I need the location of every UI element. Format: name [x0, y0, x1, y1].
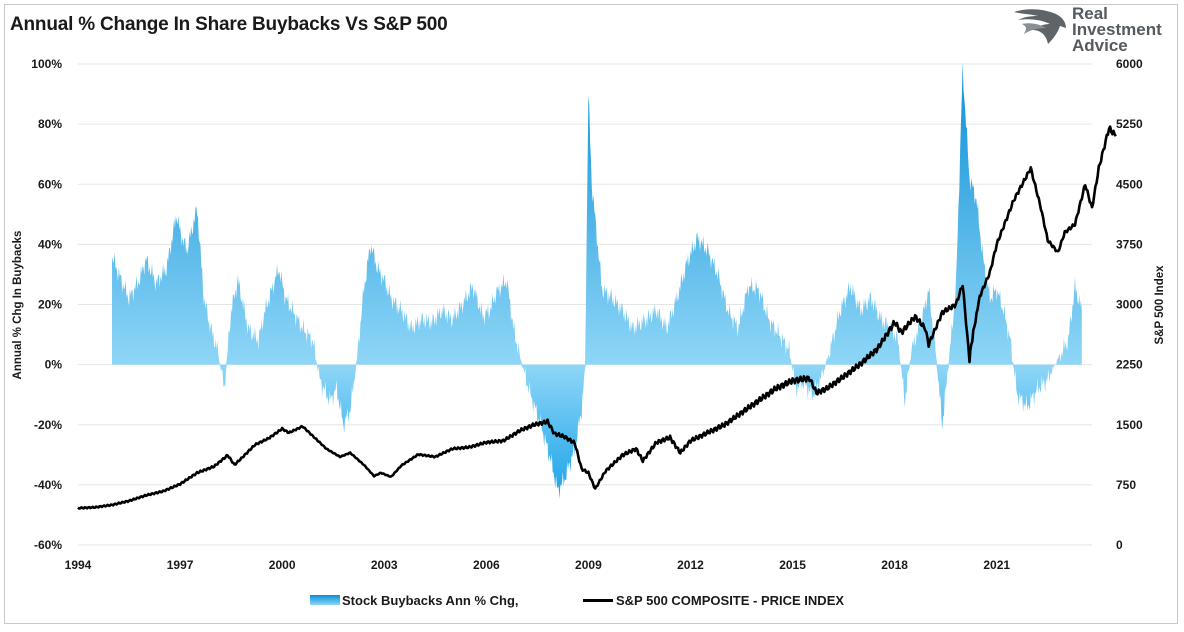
x-tick-label: 2003 — [371, 558, 398, 572]
y-tick-label: -60% — [34, 538, 62, 552]
y2-tick-label: 6000 — [1116, 57, 1143, 71]
y-tick-label: -40% — [34, 478, 62, 492]
y-tick-label: 40% — [38, 237, 62, 251]
right-axis-ticks: 0 750 1500 2250 3000 3750 4500 5250 6000 — [1116, 57, 1143, 552]
eagle-logo-icon — [1014, 9, 1066, 44]
y2-tick-label: 1500 — [1116, 418, 1143, 432]
y2-tick-label: 2250 — [1116, 358, 1143, 372]
x-tick-label: 1994 — [65, 558, 92, 572]
x-tick-label: 2000 — [269, 558, 296, 572]
logo-line-2: Investment — [1072, 20, 1162, 39]
chart-title: Annual % Change In Share Buybacks Vs S&P… — [10, 14, 448, 35]
x-tick-label: 2012 — [677, 558, 704, 572]
legend-label-spx: S&P 500 COMPOSITE - PRICE INDEX — [616, 592, 845, 608]
x-tick-label: 2015 — [779, 558, 806, 572]
x-tick-label: 1997 — [167, 558, 194, 572]
x-tick-label: 2006 — [473, 558, 500, 572]
y2-tick-label: 5250 — [1116, 117, 1143, 131]
y-tick-label: 80% — [38, 117, 62, 131]
y2-axis-label: S&P 500 Index — [1154, 265, 1166, 345]
y2-tick-label: 3750 — [1116, 237, 1143, 251]
legend-label-buybacks: Stock Buybacks Ann % Chg, — [342, 592, 519, 608]
chart-frame — [4, 4, 1178, 624]
left-axis-ticks: -60% -40% -20% 0% 20% 40% 60% 80% 100% — [31, 57, 62, 552]
buybacks-area-negative — [112, 364, 1082, 500]
y2-tick-label: 750 — [1116, 478, 1136, 492]
buybacks-area-series — [112, 61, 1082, 500]
legend-swatch-line-icon — [583, 598, 613, 602]
logo-line-3: Advice — [1072, 36, 1128, 55]
x-tick-label: 2018 — [881, 558, 908, 572]
y-axis-label: Annual % Chg In Buybacks — [12, 231, 24, 380]
legend-swatch-area-icon — [310, 595, 340, 605]
y2-tick-label: 3000 — [1116, 298, 1143, 312]
logo-text: Real Investment Advice — [1072, 4, 1162, 55]
y2-tick-label: 4500 — [1116, 177, 1143, 191]
spx-line — [77, 125, 1117, 510]
y-tick-label: 60% — [38, 177, 62, 191]
y-tick-label: 20% — [38, 298, 62, 312]
y-tick-label: 100% — [31, 57, 62, 71]
x-tick-label: 2021 — [983, 558, 1010, 572]
legend: Stock Buybacks Ann % Chg, S&P 500 COMPOS… — [0, 589, 1184, 611]
y-tick-label: -20% — [34, 418, 62, 432]
x-axis-ticks: 1994 1997 2000 2003 2006 2009 2012 2015 2018 2021 — [65, 558, 1011, 572]
spx-line-series — [77, 125, 1117, 510]
x-tick-label: 2009 — [575, 558, 602, 572]
y-tick-label: 0% — [45, 358, 63, 372]
y2-tick-label: 0 — [1116, 538, 1123, 552]
legend-item-buybacks: Stock Buybacks Ann % Chg, — [310, 589, 519, 611]
logo-line-1: Real — [1072, 4, 1108, 23]
legend-item-spx: S&P 500 COMPOSITE - PRICE INDEX — [583, 589, 844, 611]
buybacks-area-positive — [112, 61, 1082, 365]
